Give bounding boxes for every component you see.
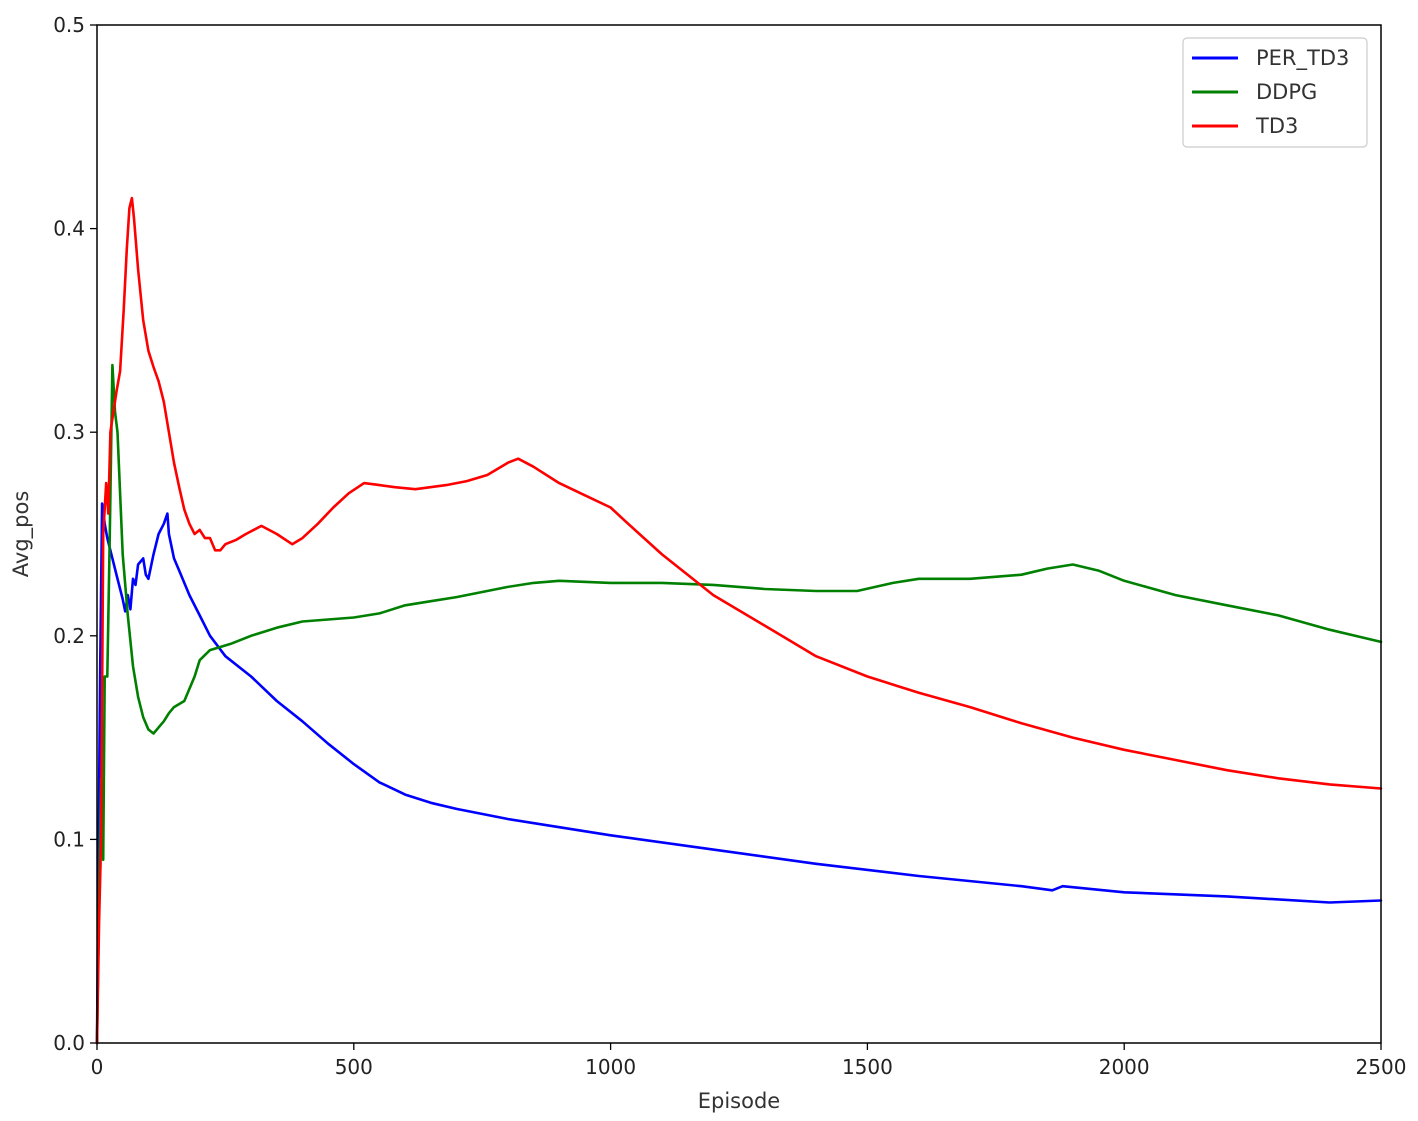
legend-items: PER_TD3 DDPG TD3: [1192, 46, 1349, 138]
x-tick-label: 2000: [1099, 1055, 1150, 1079]
y-axis-ticks: 0.0 0.1 0.2 0.3 0.4 0.5: [53, 13, 97, 1055]
plot-area: [97, 25, 1381, 1043]
series-lines: [95, 196, 1383, 1045]
y-tick-label: 0.5: [53, 13, 85, 37]
x-axis-ticks: 0 500 1000 1500 2000 2500: [91, 1043, 1407, 1079]
y-tick-label: 0.1: [53, 827, 85, 851]
x-axis-label: Episode: [698, 1089, 780, 1113]
plot-frame: [96, 24, 1382, 1044]
series-line-ddpg: [95, 363, 1383, 1045]
x-tick-label: 1000: [585, 1055, 636, 1079]
x-tick-label: 0: [91, 1055, 104, 1079]
legend-box: [1182, 37, 1368, 148]
legend-label: TD3: [1255, 114, 1298, 138]
x-tick-label: 500: [335, 1055, 373, 1079]
y-tick-label: 0.2: [53, 624, 85, 648]
series-line-per-td3: [95, 502, 1383, 1045]
series-line-td3: [95, 196, 1383, 1045]
y-tick-label: 0.3: [53, 420, 85, 444]
y-axis-label: Avg_pos: [9, 491, 34, 578]
x-tick-label: 1500: [842, 1055, 893, 1079]
legend-label: PER_TD3: [1256, 46, 1349, 71]
legend-label: DDPG: [1256, 80, 1317, 104]
y-tick-label: 0.0: [53, 1031, 85, 1055]
legend: PER_TD3 DDPG TD3: [1182, 37, 1368, 148]
y-tick-label: 0.4: [53, 217, 85, 241]
x-tick-label: 2500: [1356, 1055, 1407, 1079]
